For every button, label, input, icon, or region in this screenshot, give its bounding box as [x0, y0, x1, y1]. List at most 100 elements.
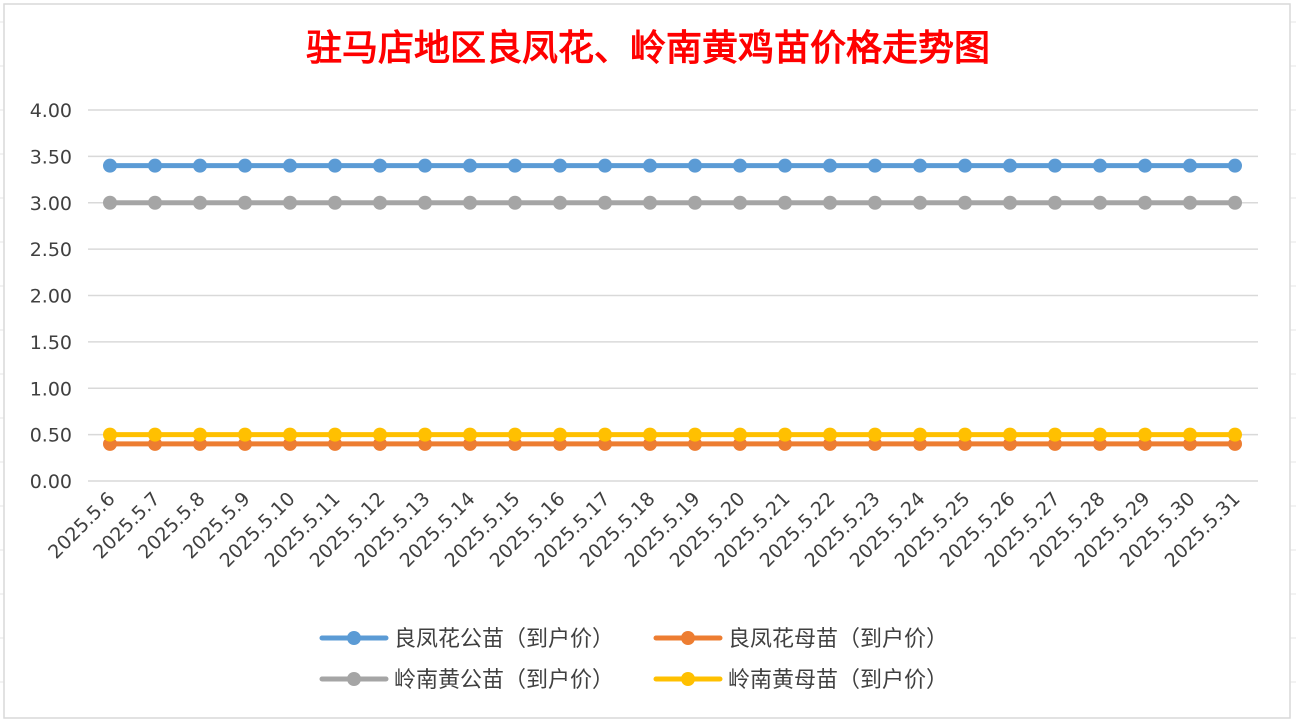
data-point: [1003, 195, 1017, 210]
data-point: [778, 195, 792, 210]
data-point: [643, 158, 657, 173]
data-point: [1048, 427, 1062, 442]
data-point: [193, 195, 207, 210]
data-point: [553, 427, 567, 442]
chart-frame: [3, 3, 1291, 719]
legend-swatch-marker: [681, 631, 695, 645]
legend-item-4: 岭南黄母苗（到户价）: [653, 668, 948, 693]
data-point: [373, 158, 387, 173]
legend-swatch-marker: [347, 631, 361, 645]
y-tick-label: 1.50: [30, 332, 72, 354]
data-point: [913, 195, 927, 210]
data-point: [733, 427, 747, 442]
data-point: [328, 195, 342, 210]
y-tick-label: 3.50: [30, 146, 72, 168]
series-1: [103, 158, 1242, 173]
data-point: [193, 427, 207, 442]
series-3: [103, 195, 1242, 210]
data-point: [1228, 195, 1242, 210]
data-point: [598, 158, 612, 173]
data-point: [1138, 158, 1152, 173]
legend-item-2: 良凤花母苗（到户价）: [653, 627, 948, 652]
data-point: [778, 427, 792, 442]
legend-item-1: 良凤花公苗（到户价）: [319, 627, 614, 652]
data-point: [238, 427, 252, 442]
y-tick-label: 4.00: [30, 100, 72, 122]
data-point: [1093, 427, 1107, 442]
data-point: [283, 427, 297, 442]
legend-label: 岭南黄公苗（到户价）: [394, 668, 614, 693]
data-point: [463, 195, 477, 210]
data-point: [1093, 195, 1107, 210]
data-point: [1048, 195, 1062, 210]
data-point: [868, 158, 882, 173]
data-point: [283, 158, 297, 173]
data-point: [328, 158, 342, 173]
data-point: [103, 427, 117, 442]
series-layer: [103, 158, 1242, 451]
data-point: [1183, 195, 1197, 210]
data-point: [868, 427, 882, 442]
data-point: [868, 195, 882, 210]
data-point: [553, 158, 567, 173]
data-point: [1003, 427, 1017, 442]
y-tick-label: 2.50: [30, 239, 72, 261]
data-point: [148, 195, 162, 210]
data-point: [913, 158, 927, 173]
data-point: [733, 158, 747, 173]
data-point: [643, 195, 657, 210]
data-point: [1093, 158, 1107, 173]
data-point: [823, 158, 837, 173]
data-point: [688, 427, 702, 442]
data-point: [1003, 158, 1017, 173]
legend-label: 良凤花母苗（到户价）: [728, 627, 948, 652]
y-axis-tick-labels: 0.00 0.50 1.00 1.50 2.00 2.50 3.00 3.50 4.00: [30, 100, 72, 493]
data-point: [1138, 427, 1152, 442]
data-point: [373, 427, 387, 442]
y-tick-label: 3.00: [30, 193, 72, 215]
data-point: [598, 195, 612, 210]
legend: 良凤花公苗（到户价） 良凤花母苗（到户价） 岭南黄公苗（到户价） 岭南黄母苗（到户价）: [319, 627, 948, 693]
data-point: [508, 195, 522, 210]
data-point: [463, 427, 477, 442]
data-point: [553, 195, 567, 210]
data-point: [688, 158, 702, 173]
data-point: [958, 158, 972, 173]
data-point: [1228, 427, 1242, 442]
data-point: [958, 427, 972, 442]
data-point: [238, 158, 252, 173]
data-point: [1138, 195, 1152, 210]
data-point: [958, 195, 972, 210]
data-point: [238, 195, 252, 210]
data-point: [733, 195, 747, 210]
legend-swatch-marker: [681, 672, 695, 686]
chart-title: 驻马店地区良凤花、岭南黄鸡苗价格走势图: [306, 27, 990, 69]
y-tick-label: 0.00: [30, 471, 72, 493]
data-point: [103, 195, 117, 210]
y-tick-label: 1.00: [30, 378, 72, 400]
data-point: [688, 195, 702, 210]
data-point: [418, 195, 432, 210]
data-point: [643, 427, 657, 442]
data-point: [508, 158, 522, 173]
data-point: [778, 158, 792, 173]
data-point: [823, 195, 837, 210]
legend-label: 岭南黄母苗（到户价）: [728, 668, 948, 693]
data-point: [913, 427, 927, 442]
y-tick-label: 0.50: [30, 425, 72, 447]
data-point: [1183, 158, 1197, 173]
data-point: [598, 427, 612, 442]
data-point: [508, 427, 522, 442]
data-point: [463, 158, 477, 173]
data-point: [1048, 158, 1062, 173]
data-point: [103, 158, 117, 173]
data-point: [1228, 158, 1242, 173]
data-point: [283, 195, 297, 210]
data-point: [148, 427, 162, 442]
data-point: [418, 427, 432, 442]
data-point: [1183, 427, 1197, 442]
data-point: [148, 158, 162, 173]
y-tick-label: 2.00: [30, 286, 72, 308]
